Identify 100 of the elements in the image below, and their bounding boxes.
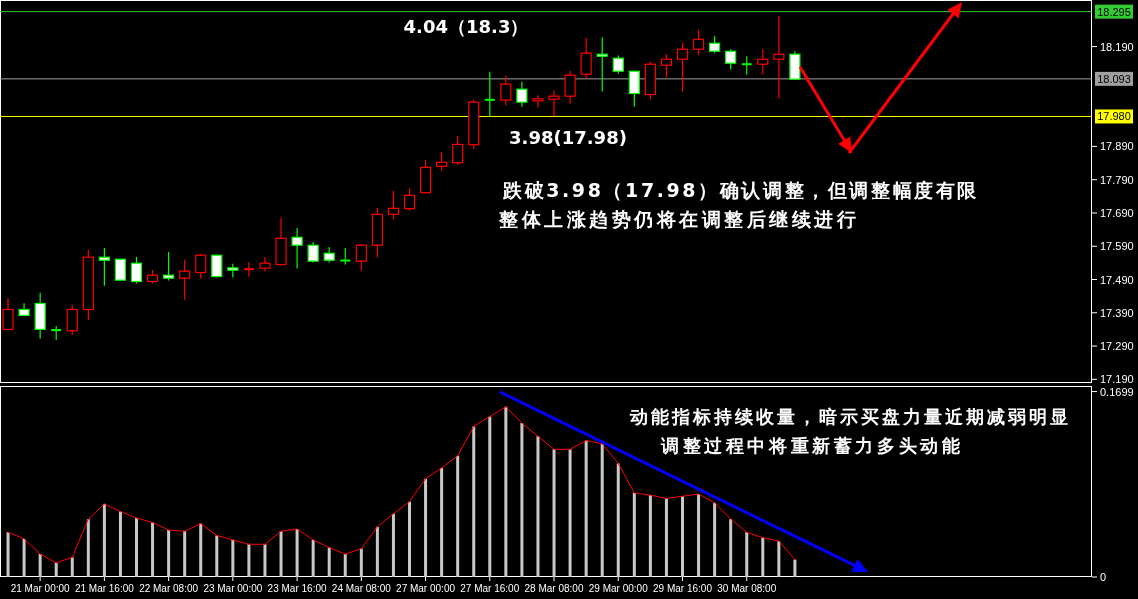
candlestick (227, 263, 239, 279)
y-tick-label: 0.1699 (1100, 385, 1134, 398)
ref-line-label: 18.295 (1097, 5, 1131, 18)
candlestick (98, 247, 110, 287)
bar (183, 531, 187, 577)
candlestick (628, 70, 640, 108)
candlestick (612, 54, 624, 75)
bar (391, 513, 395, 577)
candlestick (484, 71, 495, 117)
bar (584, 440, 588, 577)
bar (472, 426, 476, 577)
bar (311, 539, 315, 577)
ref-line-label: 17.980 (1097, 110, 1131, 123)
bar (199, 523, 203, 577)
candlestick (130, 256, 143, 285)
bar (745, 532, 749, 577)
annotation: 调整过程中将重新蓄力多头动能 (660, 435, 964, 456)
candlestick (692, 29, 705, 56)
y-tick-label: 17.190 (1100, 373, 1134, 386)
x-tick-label: 27 Mar 00:00 (396, 583, 456, 594)
candlestick (580, 37, 592, 80)
y-tick-label: 17.590 (1100, 240, 1134, 253)
bar (697, 494, 701, 577)
candlestick (516, 81, 528, 108)
bar (263, 544, 267, 577)
bar (456, 455, 460, 577)
annotation: 动能指标持续收量，暗示买盘力量近期减弱明显 (629, 406, 1071, 427)
candlestick (355, 243, 367, 272)
x-tick-label: 22 Mar 08:00 (139, 583, 199, 594)
candlestick (307, 241, 319, 264)
bar (375, 526, 379, 577)
bar (86, 519, 90, 577)
candlestick (195, 253, 207, 280)
bar (38, 554, 42, 577)
candlestick (403, 187, 416, 212)
bar (295, 528, 299, 577)
bar (552, 449, 556, 577)
y-tick-label: 17.690 (1100, 206, 1134, 219)
bar (231, 539, 235, 577)
bar (327, 547, 331, 577)
bar (761, 537, 765, 577)
annotation: 3.98(17.98) (509, 127, 627, 148)
bar (6, 532, 10, 577)
candlestick (660, 53, 673, 79)
candlestick (741, 55, 752, 76)
bar (22, 538, 26, 577)
candlestick (66, 304, 78, 336)
candlestick (725, 48, 737, 71)
bar (440, 467, 444, 577)
annotation: 4.04（18.3） (403, 16, 529, 37)
bar (151, 522, 155, 577)
bar (520, 423, 524, 577)
bar (488, 416, 492, 577)
y-tick-label: 17.490 (1100, 273, 1134, 286)
x-tick-label: 23 Mar 16:00 (267, 583, 327, 594)
bar (713, 502, 717, 577)
y-tick-label: 0 (1100, 571, 1107, 583)
x-tick-label: 30 Mar 08:00 (717, 583, 777, 594)
candlestick (676, 41, 689, 93)
bar (568, 449, 572, 577)
candlestick (114, 258, 127, 281)
bar (793, 559, 797, 577)
bar (536, 436, 540, 577)
x-tick-label: 21 Mar 16:00 (74, 583, 135, 594)
bar (616, 463, 620, 577)
bar (135, 518, 138, 577)
bar (648, 495, 652, 577)
candlestick (179, 259, 191, 301)
candlestick (243, 261, 254, 278)
candlestick (436, 151, 448, 172)
bar (359, 548, 363, 577)
candlestick (757, 48, 769, 76)
candlestick (500, 75, 512, 107)
bar (777, 540, 781, 577)
bar (279, 531, 283, 577)
bar (664, 498, 668, 577)
x-tick-label: 21 Mar 00:00 (10, 583, 71, 594)
candlestick (452, 135, 464, 166)
bar (215, 535, 219, 577)
bar (343, 554, 347, 577)
bar (118, 511, 122, 577)
x-tick-label: 29 Mar 16:00 (653, 583, 713, 594)
y-tick-label: 17.790 (1100, 173, 1134, 186)
bar (167, 530, 171, 577)
candlestick (596, 36, 608, 93)
bar (102, 503, 106, 577)
bar (600, 443, 604, 577)
bar (247, 544, 251, 577)
candlestick (548, 90, 560, 117)
annotation: 整体上涨趋势仍将在调整后继续进行 (498, 208, 859, 230)
bar (632, 492, 636, 577)
y-tick-label: 17.290 (1100, 340, 1134, 353)
candlestick (291, 227, 303, 270)
x-tick-label: 24 Mar 08:00 (331, 583, 392, 594)
x-tick-label: 28 Mar 08:00 (524, 583, 584, 594)
y-tick-label: 17.890 (1100, 140, 1134, 153)
ref-line-label: 18.093 (1097, 72, 1131, 85)
bar (681, 496, 684, 577)
bar (70, 557, 74, 577)
bar (424, 478, 428, 577)
